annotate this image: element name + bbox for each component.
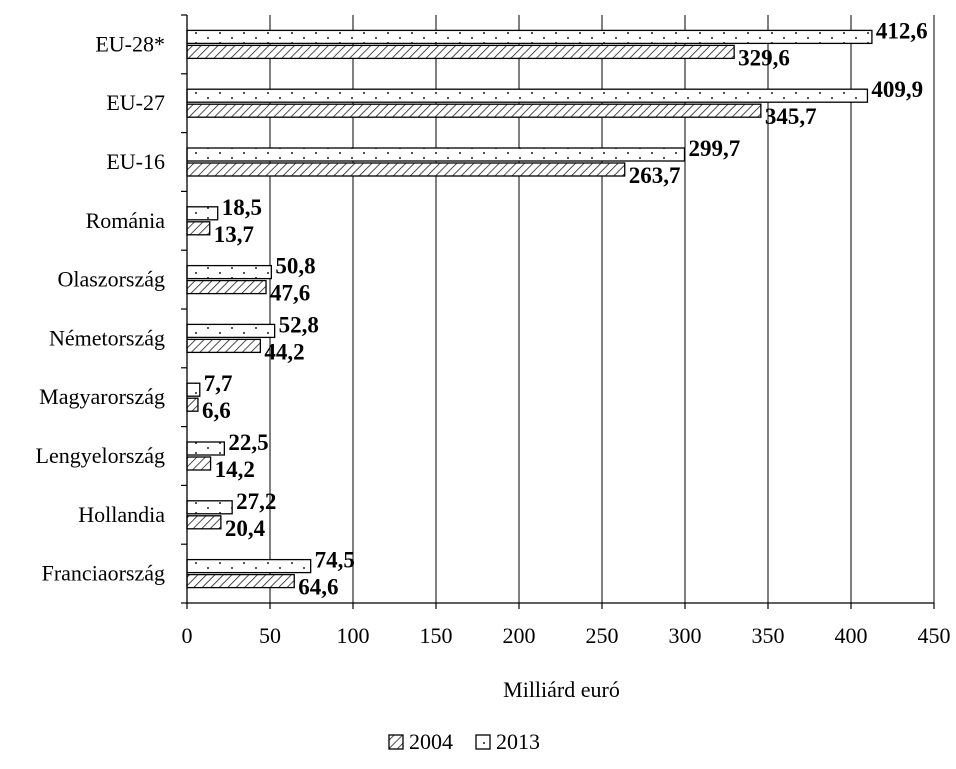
x-tick-label: 450	[918, 623, 951, 648]
data-label-2004: 345,7	[765, 104, 817, 129]
data-label-2004: 329,6	[738, 45, 790, 70]
axes	[181, 14, 934, 604]
x-tick-label: 100	[337, 623, 370, 648]
data-label-2013: 18,5	[222, 195, 262, 220]
data-label-2013: 27,2	[236, 489, 276, 514]
data-label-2004: 6,6	[202, 398, 231, 423]
category-label: Hollandia	[78, 502, 165, 527]
x-tick-label: 150	[420, 623, 453, 648]
category-label: EU-28*	[95, 31, 165, 56]
x-tick-label: 400	[835, 623, 868, 648]
data-label-2013: 412,6	[876, 18, 928, 43]
bar-2004	[186, 279, 267, 295]
bar-2004	[186, 103, 762, 118]
bar-2004	[186, 338, 262, 354]
bar-2013	[186, 206, 219, 221]
data-label-2004: 47,6	[270, 281, 310, 306]
bar-2004	[186, 44, 735, 60]
category-label: Németország	[49, 325, 165, 350]
category-label: Lengyelország	[36, 443, 166, 468]
bar-2013	[186, 500, 233, 515]
data-label-2013: 50,8	[275, 254, 315, 279]
legend-label-2013: 2013	[496, 729, 540, 754]
data-label-2004: 14,2	[215, 457, 255, 482]
bar-2004	[186, 221, 211, 236]
legend-label-2004: 2004	[409, 729, 453, 754]
data-label-2004: 263,7	[629, 163, 681, 188]
bar-2013	[186, 441, 225, 456]
grid-lines	[269, 15, 935, 603]
legend-swatch-2013	[475, 734, 491, 750]
x-tick-label: 50	[259, 623, 281, 648]
bar-2013	[186, 382, 201, 397]
data-label-2004: 44,2	[264, 339, 304, 364]
bar-2013	[186, 323, 276, 339]
category-label: Franciaország	[42, 561, 165, 586]
bar-2013	[186, 264, 272, 280]
x-axis-title: Milliárd euró	[503, 677, 620, 702]
category-label: Olaszország	[57, 267, 165, 292]
legend: 2004 2013	[388, 729, 540, 754]
data-label-2013: 22,5	[228, 430, 268, 455]
category-label: EU-27	[106, 90, 165, 115]
data-label-2013: 299,7	[689, 136, 741, 161]
bar-2013	[186, 29, 873, 45]
legend-swatch-2004	[388, 734, 404, 750]
bar-2013	[186, 147, 686, 162]
x-tick-label: 250	[586, 623, 619, 648]
data-label-2013: 409,9	[871, 77, 923, 102]
x-tick-label: 300	[669, 623, 702, 648]
bar-2013	[186, 88, 869, 103]
category-label: EU-16	[106, 149, 165, 174]
category-label: Magyarország	[39, 384, 165, 409]
x-tick-label: 0	[182, 623, 193, 648]
bar-2004	[186, 397, 199, 412]
category-label: Románia	[86, 208, 166, 233]
x-tick-label: 350	[752, 623, 785, 648]
x-ticks: 0 50 100 150 200 250 300 350 400 450	[182, 603, 951, 648]
data-label-2004: 20,4	[225, 516, 266, 541]
bar-2013	[186, 558, 312, 574]
data-label-2013: 7,7	[204, 371, 233, 396]
data-label-2004: 13,7	[214, 222, 254, 247]
bar-2004	[186, 515, 222, 530]
x-tick-label: 200	[503, 623, 536, 648]
bar-2004	[186, 162, 626, 177]
bar-2004	[186, 573, 295, 589]
category-labels: EU-28* EU-27 EU-16 Románia Olaszország Németo…	[36, 31, 166, 585]
data-label-2004: 64,6	[298, 575, 338, 600]
data-labels: 412,6 329,6 409,9 345,7 299,7 263,7 18,513,7 50…	[202, 18, 928, 599]
bar-2004	[186, 456, 212, 471]
data-label-2013: 74,5	[315, 548, 355, 573]
data-label-2013: 52,8	[279, 312, 319, 337]
